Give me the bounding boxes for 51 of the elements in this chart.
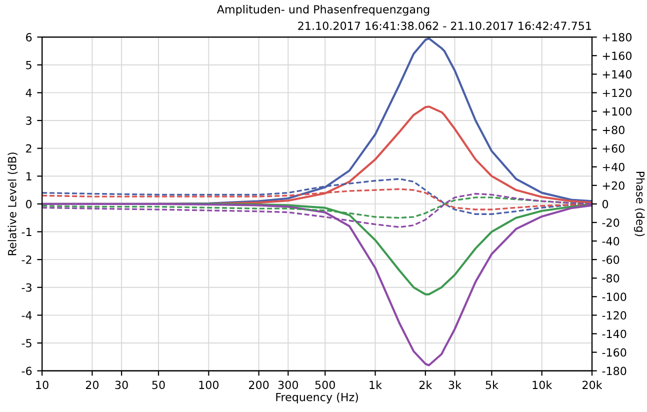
x-tick-label: 50 [152,380,165,390]
y-tick-label: -3 [22,283,32,292]
y2-tick-label: +120 [602,88,632,98]
x-axis-title: Frequency (Hz) [276,392,358,404]
x-tick-label: 5k [486,380,498,390]
y2-tick-label: +20 [602,181,624,190]
y-tick-label: -5 [22,339,32,348]
chart-subtitle: 21.10.2017 16:41:38.062 - 21.10.2017 16:42:47.751 [298,22,591,30]
x-tick-label: 20 [86,380,99,390]
x-tick-label: 3k [448,380,462,390]
y2-tick-label: +160 [602,52,632,60]
y-tick-label: -4 [22,311,32,320]
y2-tick-label: -180 [602,366,626,376]
y2-tick-label: 0 [602,200,608,208]
x-tick-label: 200 [249,380,269,390]
y2-tick-label: +180 [602,33,632,42]
y-tick-label: 1 [26,172,32,180]
x-tick-label: 1k [370,380,382,389]
y2-tick-label: -20 [602,218,620,227]
y2-tick-label: -40 [602,236,620,246]
y2-tick-label: -120 [602,311,626,320]
y-tick-label: 0 [26,200,32,208]
y-tick-label: 5 [26,61,32,70]
x-tick-label: 30 [115,380,128,390]
y2-tick-label: -100 [602,292,626,302]
y-tick-label: 6 [26,33,32,42]
y2-axis-title: Phase (deg) [634,172,645,236]
x-tick-label: 300 [278,380,298,390]
chart-title: Amplituden- und Phasenfrequenzgang [216,4,430,16]
y-tick-label: 2 [26,144,32,153]
y2-tick-label: +40 [602,162,624,172]
y2-tick-label: -140 [602,330,626,338]
x-tick-label: 500 [315,380,335,390]
y-tick-label: -6 [22,366,32,376]
y-tick-label: 4 [26,88,32,97]
y2-tick-label: +140 [602,70,632,79]
x-tick-label: 100 [199,380,219,390]
y2-tick-label: -160 [602,348,626,357]
y2-tick-label: -80 [602,274,620,282]
y-axis-title: Relative Level (dB) [8,152,18,256]
x-tick-label: 10 [36,380,48,390]
x-tick-label: 20k [582,380,602,390]
y-tick-label: -1 [22,228,32,236]
x-tick-label: 10k [532,380,552,390]
y2-tick-label: +60 [602,144,624,153]
y-tick-label: 3 [26,116,32,125]
y-tick-label: -2 [22,256,32,264]
y2-tick-label: -60 [602,256,620,264]
x-tick-label: 2k [419,380,432,389]
y2-tick-label: +100 [602,107,632,116]
y2-tick-label: +80 [602,126,624,134]
